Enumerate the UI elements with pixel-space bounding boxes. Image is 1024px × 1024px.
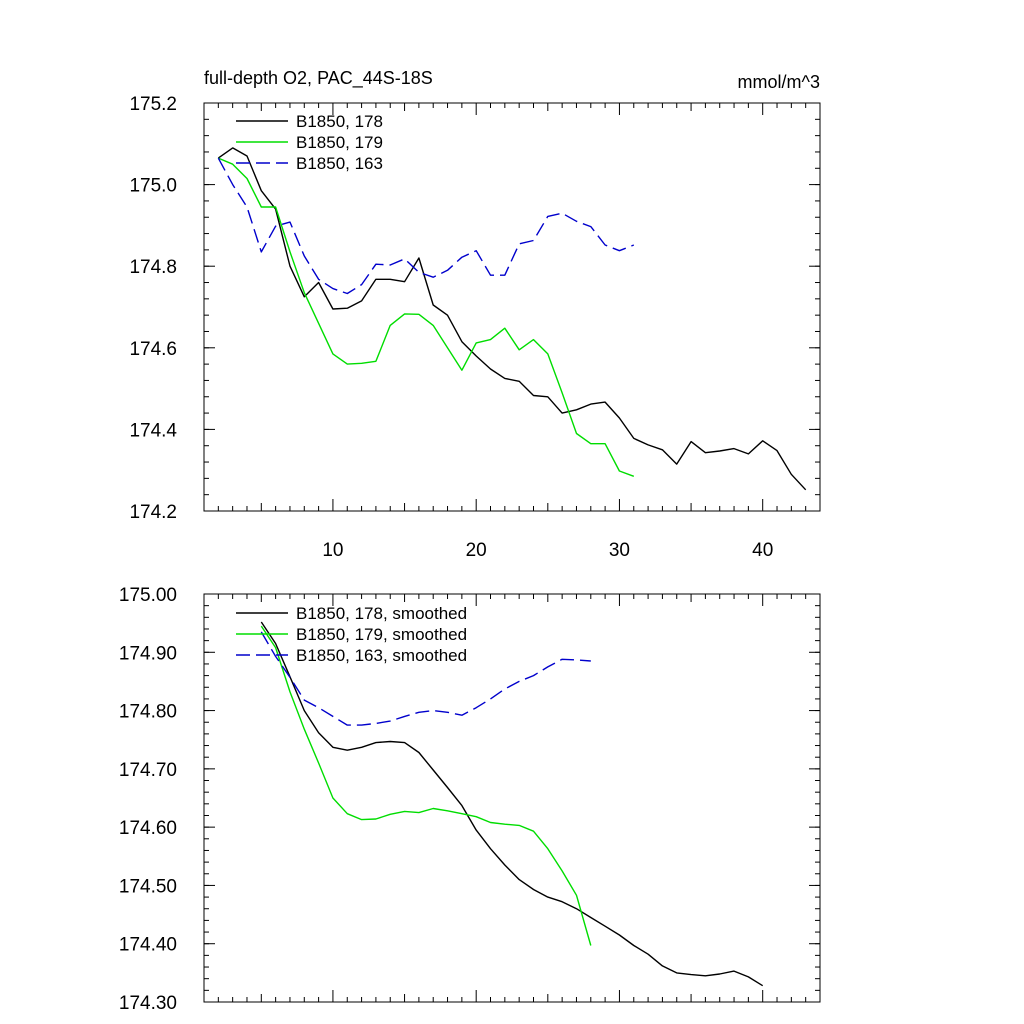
y-tick-label: 174.80 — [119, 702, 177, 723]
series-line-1 — [260, 625, 592, 946]
units-label: mmol/m^3 — [738, 72, 820, 92]
legend-label-1: B1850, 179 — [296, 133, 383, 152]
bottom-panel: 174.30 174.40 174.50 174.60 174.70 174.80 174.… — [119, 585, 821, 1014]
bottom-plot-frame — [203, 593, 821, 1003]
x-tick-label: 40 — [752, 540, 773, 561]
y-tick-label: 174.4 — [129, 420, 177, 441]
series-line-2 — [217, 157, 635, 295]
chart-title: full-depth O2, PAC_44S-18S — [204, 68, 433, 89]
y-tick-label: 175.2 — [129, 94, 177, 115]
top-panel: full-depth O2, PAC_44S-18S mmol/m^3 10 20… — [129, 68, 821, 561]
legend-label-0: B1850, 178, smoothed — [296, 604, 467, 623]
x-tick-label: 10 — [322, 540, 343, 561]
y-tick-label: 174.30 — [119, 993, 177, 1014]
legend-label-2: B1850, 163, smoothed — [296, 646, 467, 665]
bottom-series-group — [260, 621, 764, 987]
top-plot-frame — [203, 102, 821, 512]
series-line-2 — [260, 631, 591, 726]
top-series-group — [217, 147, 807, 491]
series-line-1 — [218, 157, 635, 477]
bottom-legend: B1850, 178, smoothed B1850, 179, smoothed… — [236, 604, 467, 665]
y-tick-label: 174.50 — [119, 876, 177, 897]
y-tick-label: 174.2 — [129, 502, 177, 523]
y-tick-label: 174.60 — [119, 818, 177, 839]
legend-label-2: B1850, 163 — [296, 154, 383, 173]
top-axis-ticks: 10 20 30 40 174.2 174.4 174.6 174.8 175.0 175.2 — [129, 94, 821, 561]
y-tick-label: 174.6 — [129, 339, 177, 360]
x-tick-label: 20 — [466, 540, 487, 561]
y-tick-label: 174.70 — [119, 760, 177, 781]
bottom-axis-ticks: 174.30 174.40 174.50 174.60 174.70 174.80 174.… — [119, 585, 821, 1014]
top-legend: B1850, 178 B1850, 179 B1850, 163 — [236, 112, 383, 173]
y-tick-label: 174.8 — [129, 257, 177, 278]
y-tick-label: 175.00 — [119, 585, 177, 606]
x-tick-label: 30 — [609, 540, 630, 561]
legend-label-0: B1850, 178 — [296, 112, 383, 131]
y-tick-label: 174.90 — [119, 643, 177, 664]
y-tick-label: 175.0 — [129, 176, 177, 197]
y-tick-label: 174.40 — [119, 935, 177, 956]
series-line-0 — [217, 147, 807, 491]
legend-label-1: B1850, 179, smoothed — [296, 625, 467, 644]
series-line-0 — [260, 621, 764, 987]
